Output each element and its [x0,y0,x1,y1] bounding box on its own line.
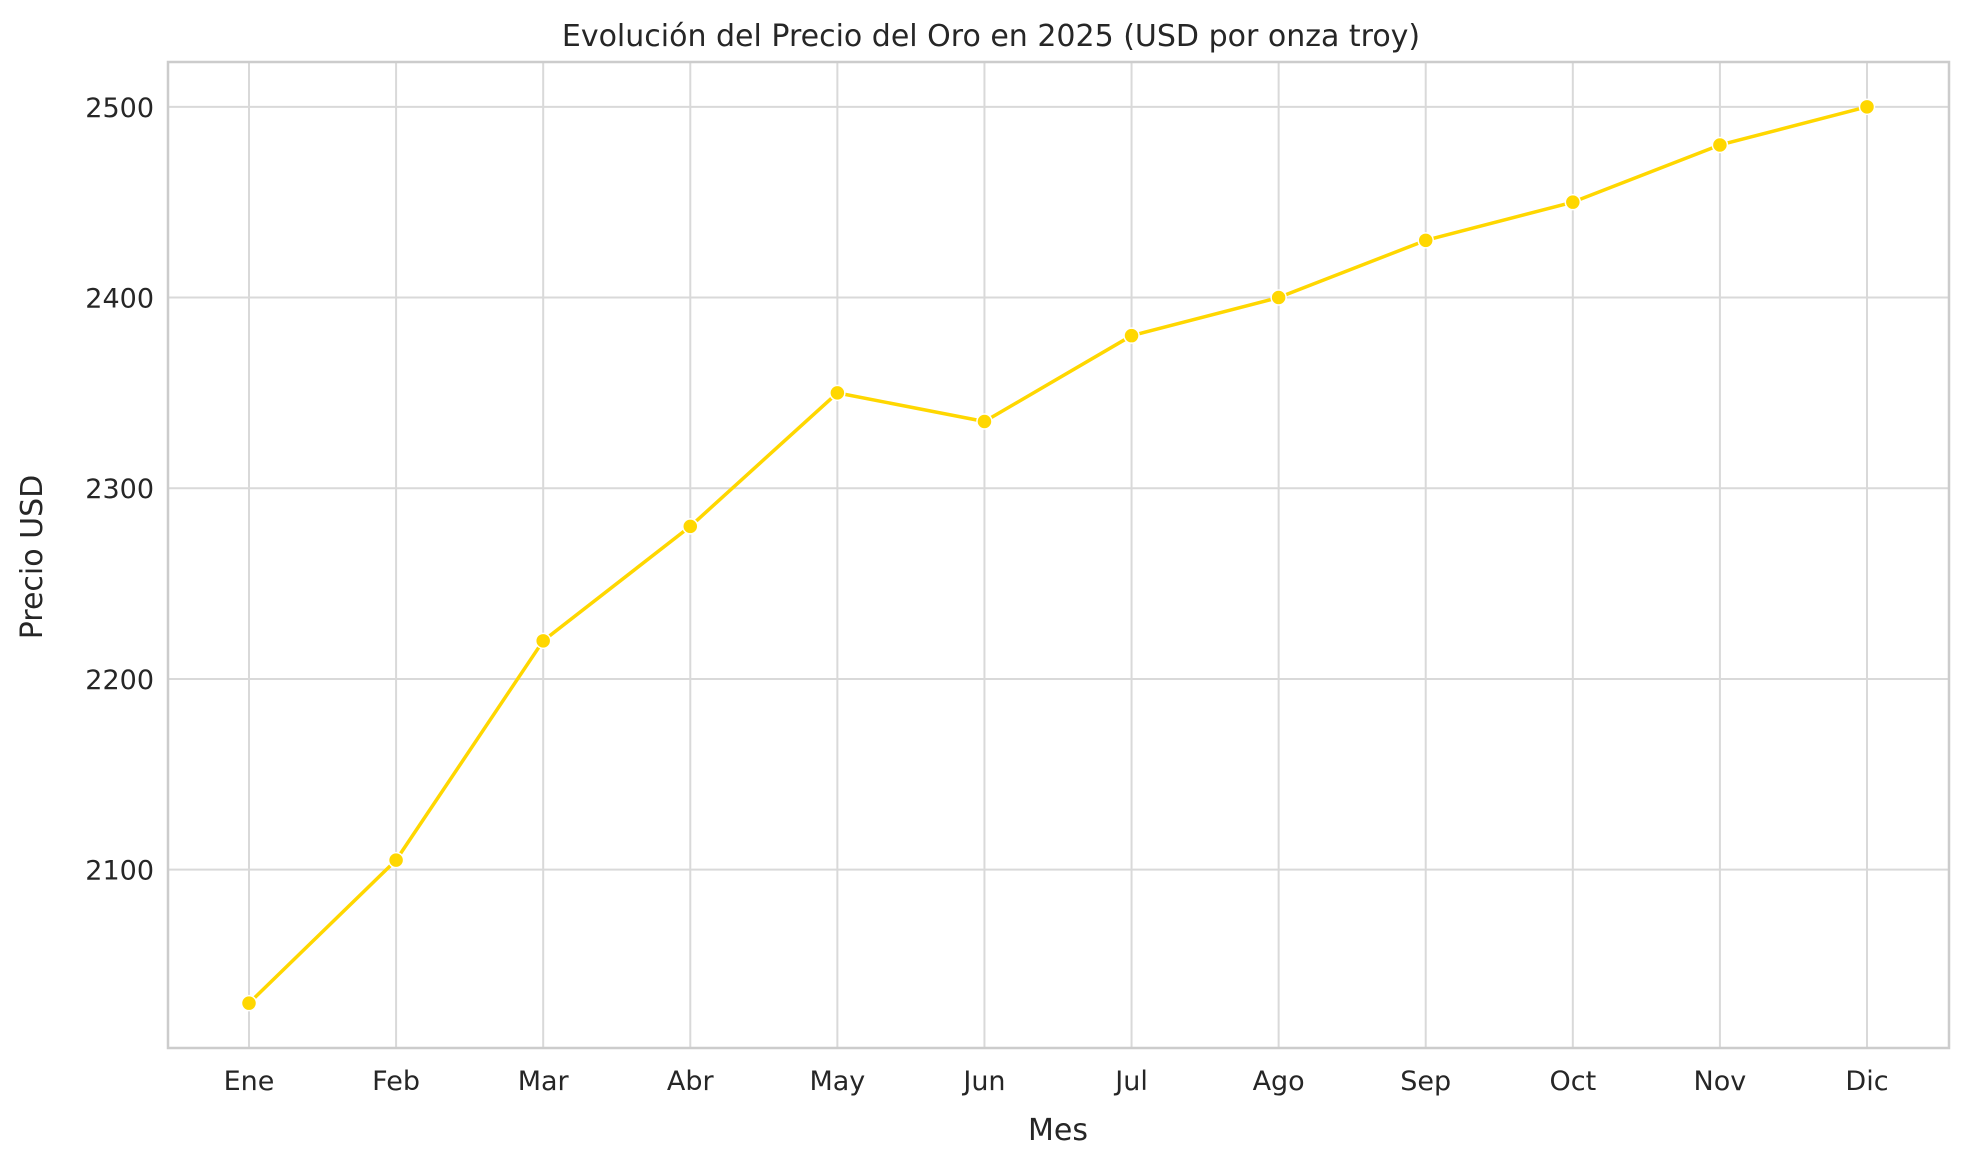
y-tick-labels: 2100 2200 2300 2400 2500 [85,93,154,887]
x-tick-label: Jun [961,1066,1005,1097]
x-tick-label: May [809,1066,865,1097]
y-tick-label: 2100 [85,856,154,887]
data-point [387,851,405,869]
y-tick-label: 2400 [85,284,154,315]
data-point [829,384,846,402]
data-point [1564,193,1582,211]
x-tick-label: Ene [224,1066,275,1097]
data-point [240,994,258,1012]
data-point [1123,327,1140,344]
data-point [1270,289,1287,306]
x-tick-label: Sep [1400,1066,1451,1097]
y-tick-label: 2500 [85,93,154,124]
x-tick-label: Nov [1694,1066,1747,1097]
x-tick-label: Jul [1113,1066,1148,1097]
x-axis-label: Mes [1028,1113,1088,1148]
y-tick-label: 2200 [85,665,154,696]
y-tick-label: 2300 [85,474,154,505]
x-tick-label: Feb [372,1066,420,1097]
data-point [1858,98,1876,116]
grid-lines [168,62,1949,1048]
y-axis-label: Precio USD [15,475,50,640]
x-tick-label: Abr [667,1066,715,1097]
data-point [682,518,699,535]
x-tick-labels: Ene Feb Mar Abr May Jun Jul Ago Sep Oct Nov Dic [224,1066,1889,1097]
x-tick-label: Dic [1845,1066,1888,1097]
data-point [976,413,993,430]
plot-frame [166,60,1951,1050]
chart-title: Evolución del Precio del Oro en 2025 (US… [562,19,1420,54]
x-tick-label: Oct [1549,1066,1596,1097]
data-point [1417,232,1434,249]
x-tick-label: Ago [1253,1066,1305,1097]
data-point [1711,136,1729,154]
x-tick-label: Mar [518,1066,570,1097]
data-point [534,632,552,650]
series-line [247,105,1869,1005]
series-layer [240,98,1876,1012]
